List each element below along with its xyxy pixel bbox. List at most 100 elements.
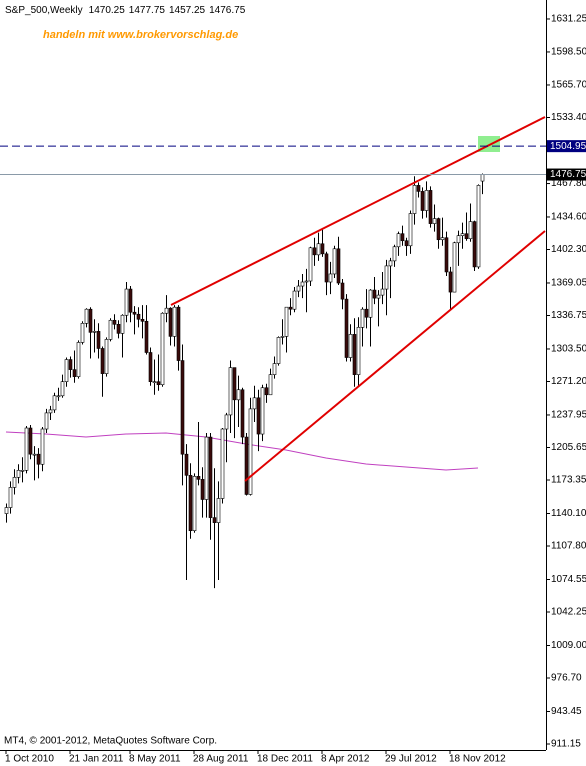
candle-body xyxy=(312,247,317,256)
low-value: 1457.25 xyxy=(169,5,206,16)
candle-body xyxy=(384,265,389,290)
candle-body xyxy=(360,308,365,328)
candle-body xyxy=(16,469,21,478)
open-value: 1470.25 xyxy=(89,5,126,16)
candle-body xyxy=(288,306,293,310)
candle-body xyxy=(480,174,485,182)
candle-body xyxy=(216,498,221,523)
candle-body xyxy=(120,314,125,334)
x-tick-label: 8 Apr 2012 xyxy=(321,754,370,765)
candle-body xyxy=(400,233,405,242)
candle-body xyxy=(452,242,457,293)
candle-body xyxy=(456,235,461,244)
candle-body xyxy=(136,313,141,320)
candle-body xyxy=(352,334,357,375)
candle-body xyxy=(160,312,165,386)
candle-body xyxy=(328,273,333,283)
candle-body xyxy=(380,288,385,296)
candle-body xyxy=(76,342,81,377)
candle-body xyxy=(12,477,17,488)
candle-body xyxy=(32,453,37,456)
candle-body xyxy=(320,243,325,255)
candle-body xyxy=(232,367,237,401)
y-tick-label: 1402.30 xyxy=(551,244,586,255)
candle-body xyxy=(52,395,57,411)
candle-body xyxy=(148,352,153,382)
candle-body xyxy=(368,289,373,318)
candle-body xyxy=(84,308,89,324)
candle-body xyxy=(264,387,269,396)
candle-body xyxy=(364,308,369,318)
candle-body xyxy=(472,221,477,268)
candle-body xyxy=(388,260,393,267)
candle-body xyxy=(240,389,245,438)
candle-body xyxy=(396,233,401,248)
candle-body xyxy=(112,319,117,325)
candle-body xyxy=(372,289,377,299)
candle-body xyxy=(180,360,185,455)
candle-body xyxy=(176,306,181,361)
candle-body xyxy=(424,190,429,211)
candle-body xyxy=(48,409,53,414)
candles xyxy=(4,173,485,589)
candle-body xyxy=(412,185,417,214)
candle-body xyxy=(340,282,345,300)
candle-body xyxy=(448,271,453,293)
y-tick-label: 1598.50 xyxy=(551,47,586,58)
candle-body xyxy=(428,190,433,224)
x-tick-label: 28 Aug 2011 xyxy=(193,754,249,765)
copyright: MT4, © 2001-2012, MetaQuotes Software Co… xyxy=(4,736,217,747)
candle-body xyxy=(356,327,361,375)
candle-body xyxy=(244,436,249,495)
y-tick-label: 1369.05 xyxy=(551,278,586,289)
candle-body xyxy=(68,359,73,370)
watermark: handeln mit www.brokervorschlag.de xyxy=(43,29,238,41)
candle-body xyxy=(144,320,149,353)
candle-body xyxy=(88,308,93,333)
y-tick-label: 1140.10 xyxy=(551,508,586,519)
candle-body xyxy=(164,307,169,314)
candle-body xyxy=(404,240,409,247)
current-price-box xyxy=(547,168,586,181)
candle-body xyxy=(332,248,337,275)
candle-body xyxy=(440,237,445,241)
candle-body xyxy=(464,233,469,240)
candle-body xyxy=(304,280,309,283)
candle-body xyxy=(172,306,177,337)
candle-body xyxy=(224,414,229,430)
resistance-label: 1504.95 xyxy=(550,141,586,152)
candle-body xyxy=(60,381,65,397)
candle-body xyxy=(336,248,341,284)
candle-body xyxy=(468,221,473,240)
candle-body xyxy=(208,436,213,518)
candle-body xyxy=(80,322,85,343)
candle-body xyxy=(92,331,97,333)
candle-body xyxy=(460,233,465,237)
candle-body xyxy=(376,294,381,299)
candle-body xyxy=(292,290,297,310)
candle-body xyxy=(256,397,261,435)
candle-body xyxy=(24,427,29,471)
candle-body xyxy=(272,363,277,375)
y-tick-label: 1467.80 xyxy=(551,178,586,189)
y-tick-label: 1042.25 xyxy=(551,607,586,618)
candle-body xyxy=(212,517,217,523)
candle-body xyxy=(196,476,201,480)
candle-body xyxy=(316,243,321,256)
y-tick-label: 1271.20 xyxy=(551,376,586,387)
x-tick-label: 1 Oct 2010 xyxy=(5,754,54,765)
candle-body xyxy=(192,476,197,532)
candle-body xyxy=(20,469,25,472)
x-tick-label: 21 Jan 2011 xyxy=(69,754,124,765)
candle-body xyxy=(140,318,145,322)
candle-body xyxy=(228,367,233,416)
candle-body xyxy=(392,246,397,262)
candle-body xyxy=(416,185,421,192)
y-tick-label: 1631.25 xyxy=(551,14,586,25)
y-tick-label: 1009.00 xyxy=(551,640,586,651)
close-value: 1476.75 xyxy=(209,5,246,16)
candle-body xyxy=(280,336,285,338)
candle-body xyxy=(220,428,225,499)
y-tick-label: 943.45 xyxy=(551,706,582,717)
